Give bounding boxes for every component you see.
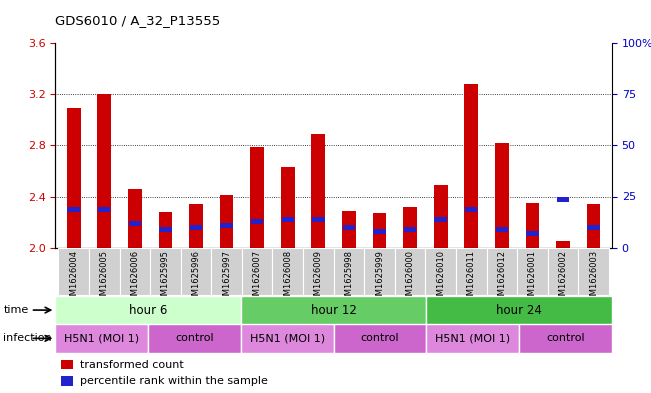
Text: GSM1626007: GSM1626007 [253,250,262,306]
Bar [98,94,111,248]
Bar [456,248,486,295]
Text: GDS6010 / A_32_P13555: GDS6010 / A_32_P13555 [55,15,221,28]
Bar [273,248,303,295]
Bar [181,248,212,295]
Text: GSM1625998: GSM1625998 [344,250,353,306]
Bar [150,248,181,295]
Text: H5N1 (MOI 1): H5N1 (MOI 1) [436,333,510,343]
Bar [55,324,148,353]
Bar [587,204,600,248]
Bar [556,241,570,248]
Bar [68,207,80,212]
Text: infection: infection [3,333,52,343]
Bar [342,211,356,248]
Bar [495,227,508,232]
Bar [303,248,333,295]
Bar [61,360,73,369]
Text: transformed count: transformed count [80,360,184,370]
Bar [98,207,111,212]
Bar [89,248,120,295]
Bar [189,204,203,248]
Bar [526,231,538,236]
Text: time: time [3,305,29,315]
Bar [128,189,142,248]
Text: control: control [546,333,585,343]
Bar [395,248,425,295]
Text: GSM1626005: GSM1626005 [100,250,109,306]
Bar [241,324,333,353]
Bar [55,296,241,324]
Text: GSM1625996: GSM1625996 [191,250,201,306]
Bar [465,207,477,212]
Bar [129,221,141,226]
Bar [148,324,241,353]
Bar [220,195,234,248]
Bar [281,167,295,248]
Text: GSM1626001: GSM1626001 [528,250,537,306]
Bar [426,324,519,353]
Text: percentile rank within the sample: percentile rank within the sample [80,376,268,386]
Bar [464,84,478,248]
Bar [486,248,517,295]
Bar [250,147,264,248]
Bar [578,248,609,295]
Bar [311,134,326,248]
Text: GSM1625997: GSM1625997 [222,250,231,306]
Bar [434,185,447,248]
Bar [426,296,612,324]
Bar [190,225,202,230]
Bar [251,219,264,224]
Bar [221,223,233,228]
Bar [241,296,426,324]
Text: GSM1625995: GSM1625995 [161,250,170,306]
Bar [495,143,508,248]
Text: GSM1626006: GSM1626006 [130,250,139,306]
Bar [404,227,416,232]
Bar [242,248,273,295]
Bar [434,217,447,222]
Bar [61,376,73,386]
Text: control: control [175,333,214,343]
Bar [364,248,395,295]
Bar [212,248,242,295]
Bar [59,248,89,295]
Bar [403,207,417,248]
Text: H5N1 (MOI 1): H5N1 (MOI 1) [64,333,139,343]
Text: hour 12: hour 12 [311,303,357,317]
Bar [372,213,387,248]
Text: GSM1626012: GSM1626012 [497,250,506,306]
Text: GSM1626000: GSM1626000 [406,250,415,306]
Bar [333,248,364,295]
Bar [425,248,456,295]
Bar [342,225,355,230]
Bar [282,217,294,222]
Text: GSM1626008: GSM1626008 [283,250,292,306]
Text: GSM1626004: GSM1626004 [69,250,78,306]
Bar [557,196,569,202]
Bar [159,212,173,248]
Text: GSM1626010: GSM1626010 [436,250,445,306]
Bar [373,229,385,234]
Bar [525,203,539,248]
Text: control: control [361,333,399,343]
Bar [333,324,426,353]
Text: hour 6: hour 6 [129,303,167,317]
Bar [517,248,547,295]
Text: hour 24: hour 24 [496,303,542,317]
Bar [120,248,150,295]
Bar [67,108,81,248]
Bar [312,217,325,222]
Text: H5N1 (MOI 1): H5N1 (MOI 1) [250,333,325,343]
Text: GSM1626003: GSM1626003 [589,250,598,306]
Bar [159,227,172,232]
Text: GSM1626009: GSM1626009 [314,250,323,306]
Text: GSM1625999: GSM1625999 [375,250,384,306]
Text: GSM1626002: GSM1626002 [559,250,568,306]
Bar [587,225,600,230]
Bar [519,324,612,353]
Text: GSM1626011: GSM1626011 [467,250,476,306]
Bar [547,248,578,295]
